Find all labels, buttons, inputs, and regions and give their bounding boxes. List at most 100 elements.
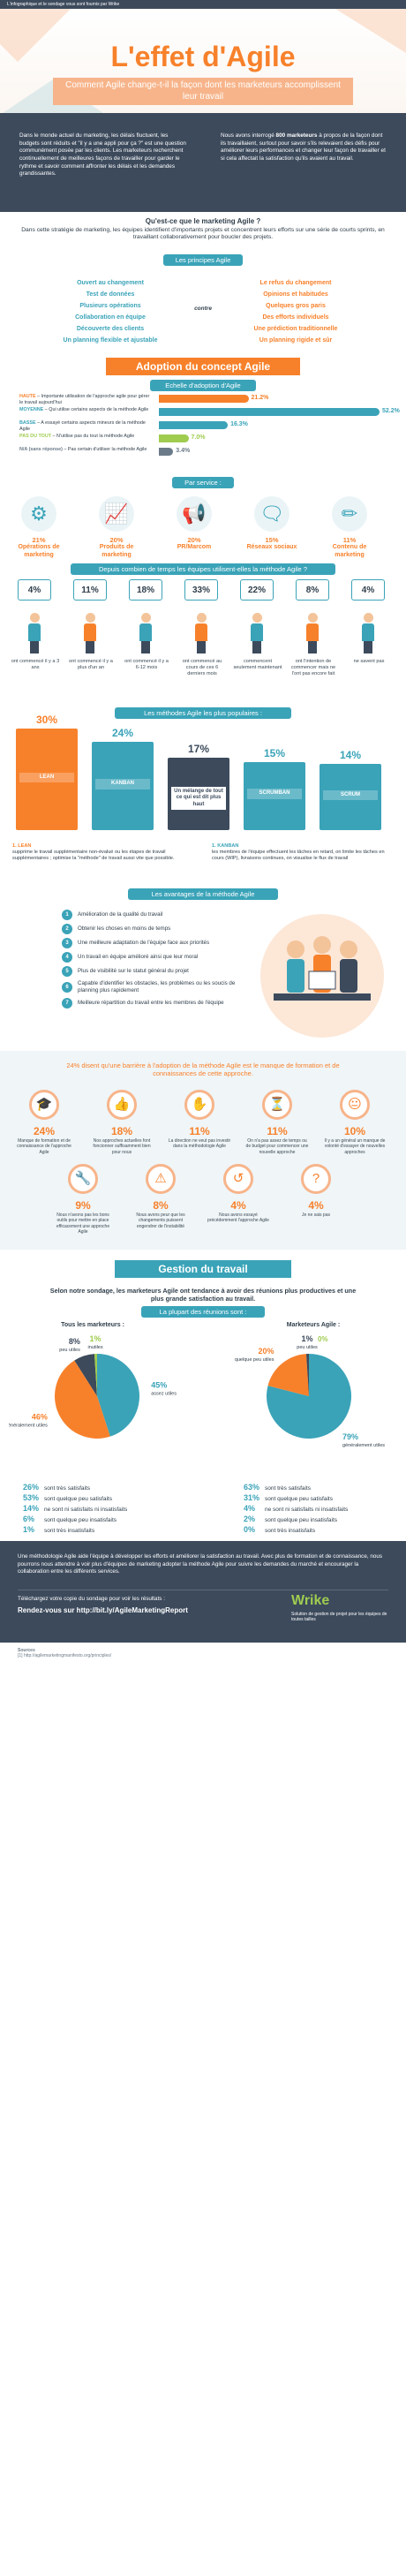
barrier-pct: 4% <box>308 1199 324 1212</box>
person-figure <box>26 613 43 653</box>
person-legs <box>197 641 206 653</box>
person-body <box>28 623 41 641</box>
adoption-level: MOYENNE <box>19 407 44 412</box>
service-title: Par service : <box>172 477 234 489</box>
barrier-pct: 8% <box>153 1199 169 1212</box>
method-book: SCRUMBAN <box>244 761 305 830</box>
benefit-item: 5 Plus de visibilité sur le statut généra… <box>62 966 238 977</box>
duration-title: Depuis combien de temps les équipes util… <box>71 563 335 576</box>
all-marketers-title: Tous les marketeurs : <box>61 1322 124 1328</box>
method-book: SCRUM <box>320 764 381 830</box>
benefit-number: 3 <box>62 938 72 948</box>
satisfaction-label: sont quelque peu insatisfaits <box>265 1517 338 1523</box>
pie-slice-pct: 45% <box>151 1380 167 1389</box>
barrier-label: Manque de formation et de connaissance d… <box>17 1138 71 1155</box>
person-head <box>140 613 151 623</box>
barrier-label: Nous avons peur que les changements puis… <box>136 1212 185 1229</box>
wrike-brand-sub: Solution de gestion de projet pour les é… <box>291 1612 387 1623</box>
methods-title: Les méthodes Agile les plus populaires : <box>115 707 291 720</box>
benefit-item: 7 Meilleure répartition du travail entre … <box>62 997 238 1008</box>
adoption-bar <box>159 408 380 416</box>
adoption-level: HAUTE <box>19 394 36 399</box>
barrier-label: Nous n'avons pas les bons outils pour me… <box>56 1212 110 1235</box>
duration-pct-box: 4% <box>18 579 51 601</box>
satisfaction-section: 26% sont très satisfaits 53% sont quelque p… <box>0 1479 406 1541</box>
satisfaction-row: 63% sont très satisfaits <box>244 1483 406 1492</box>
satisfaction-row: 0% sont très insatisfaits <box>244 1525 406 1535</box>
duration-pct-box: 18% <box>129 579 162 601</box>
person-legs <box>141 641 150 653</box>
benefit-item: 2 Obtenir les choses en moins de temps <box>62 924 238 934</box>
thumbs-up-icon: 👍 <box>107 1090 137 1120</box>
principles-title: Les principes Agile <box>163 254 243 267</box>
satisfaction-row: 14% ne sont ni satisfaits ni insatisfaits <box>23 1504 191 1514</box>
pie-slice-pct: 46% <box>32 1412 48 1421</box>
intro-right-bold: 800 marketeurs <box>275 132 318 139</box>
gestion-banner: Gestion du travail <box>115 1260 291 1278</box>
barrier-label: On n'a pas assez de temps ou de budget p… <box>245 1138 309 1155</box>
person-head <box>29 613 40 623</box>
service-pct: 20% <box>187 536 201 544</box>
person-head <box>196 613 207 623</box>
method-pct: 24% <box>111 727 134 739</box>
satisfaction-row: 31% sont quelque peu satisfaits <box>244 1493 406 1503</box>
adoption-bar-pct: 52.2% <box>382 408 400 414</box>
satisfaction-label: ne sont ni satisfaits ni insatisfaits <box>44 1507 128 1513</box>
satisfaction-pct: 31% <box>244 1493 260 1502</box>
service-pct: 20% <box>109 536 124 544</box>
person-figure <box>248 613 266 653</box>
retry-icon: ↺ <box>223 1164 253 1194</box>
service-item: 📈 20% Produits de marketing <box>90 496 143 560</box>
adoption-bar-pct: 21.2% <box>251 395 269 401</box>
adoption-level-desc: – Importante utilisation de l'approche a… <box>19 394 150 405</box>
stop-hand-icon: ✋ <box>184 1090 214 1120</box>
footer-text: Une méthodologie Agile aide l'équipe à d… <box>18 1553 382 1575</box>
satisfaction-label: ne sont ni satisfaits ni insatisfaits <box>265 1507 349 1513</box>
duration-label: ne savent pas <box>353 659 385 664</box>
satisfaction-label: sont très satisfaits <box>44 1485 91 1492</box>
person-body <box>362 623 374 641</box>
service-label: PR/Marcom <box>177 544 212 551</box>
method-book: KANBAN <box>92 742 154 830</box>
pie-slice-pct: 1% <box>302 1334 313 1343</box>
benefit-item: 6 Capable d'identifier les obstacles, les… <box>62 980 238 994</box>
agile-marketers-title: Marketeurs Agile : <box>286 1322 341 1328</box>
benefit-item: 3 Une meilleure adaptation de l'équipe fa… <box>62 938 238 948</box>
benefit-number: 4 <box>62 952 72 963</box>
neutral-face-icon: 😐 <box>340 1090 370 1120</box>
intro-panel: Dans le monde actuel du marketing, les d… <box>0 113 406 212</box>
person-figure <box>137 613 154 653</box>
method-name: KANBAN <box>95 779 150 789</box>
hero: L'effet d'Agile Comment Agile change-t-i… <box>0 9 406 115</box>
intro-right-pre: Nous avons interrogé <box>221 132 276 139</box>
adoption-bar <box>159 421 229 429</box>
what-heading: Qu'est-ce que le marketing Agile ? <box>145 217 261 225</box>
adoption-level: BASSE <box>19 420 36 426</box>
person-body <box>195 623 207 641</box>
pie-slice-label: peu utiles <box>297 1345 318 1350</box>
benefits-title: Les avantages de la méthode Agile <box>128 888 278 901</box>
benefit-number: 6 <box>62 981 72 993</box>
barrier-label: Je ne sais pas <box>302 1212 330 1218</box>
pie-slice <box>55 1360 110 1439</box>
social-network-icon: 🗨 <box>254 496 289 532</box>
benefits-list: 1 Amélioration de la qualité du travail 2… <box>62 910 238 1012</box>
duration-pct-box: 22% <box>240 579 274 601</box>
adoption-banner: Adoption du concept Agile <box>106 358 300 375</box>
service-label: Réseaux sociaux <box>246 544 297 551</box>
report-link[interactable]: Rendez-vous sur http://bit.ly/AgileMarke… <box>18 1606 188 1614</box>
duration-label: ont l'intention de commencer mais ne l'o… <box>290 659 336 676</box>
duration-label: ont commencé il y a plus d'un an <box>69 659 113 670</box>
pie-slice-pct: 1% <box>90 1334 102 1343</box>
adoption-level-desc: – Pas certain d'utiliser la méthode Agil… <box>62 447 147 452</box>
pie-slice <box>74 1354 97 1396</box>
benefit-text: Une meilleure adaptation de l'équipe fac… <box>78 940 210 947</box>
principles-right-list: Le refus du changement Opinions et habit… <box>234 277 357 346</box>
top-bar: L'infographique et le sondage vous sont … <box>0 0 406 9</box>
barrier-pct: 18% <box>110 1125 133 1137</box>
adoption-section: Adoption du concept Agile Echelle d'adop… <box>0 353 406 468</box>
adoption-bar-pct: 16.3% <box>230 421 248 427</box>
service-item: ✏ 11% Contenu de marketing <box>323 496 376 560</box>
adoption-scale-title: Echelle d'adoption d'Agile <box>150 380 256 392</box>
person-legs <box>30 641 39 653</box>
